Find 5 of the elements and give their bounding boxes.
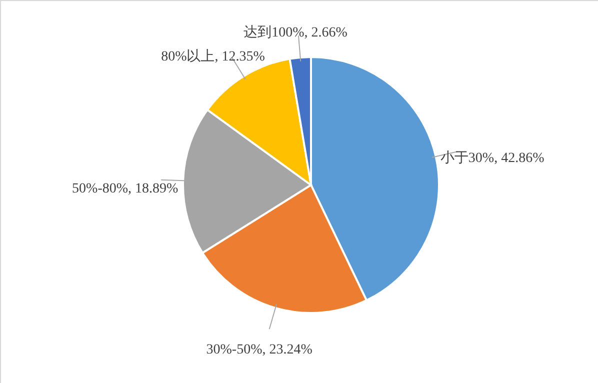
- slice-label: 达到100%, 2.66%: [244, 24, 348, 41]
- slice-label: 50%-80%, 18.89%: [72, 181, 179, 196]
- slice-label: 小于30%, 42.86%: [440, 150, 545, 166]
- slice-label: 80%以上, 12.35%: [161, 48, 266, 64]
- slice-label: 30%-50%, 23.24%: [206, 342, 313, 358]
